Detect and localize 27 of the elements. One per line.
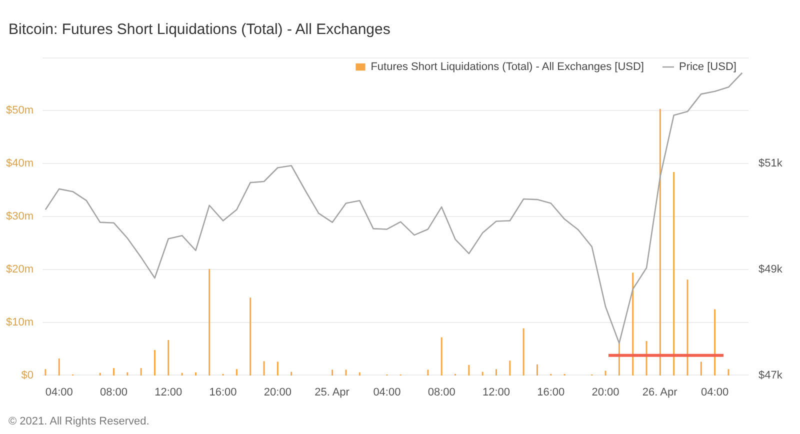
y2-tick-label: $51k xyxy=(758,158,783,170)
line-series xyxy=(44,72,743,344)
y-tick-label: $10m xyxy=(6,316,34,328)
x-tick-label: 20:00 xyxy=(264,386,292,398)
x-tick-label: 16:00 xyxy=(537,386,565,398)
x-tick-label: 25. Apr xyxy=(314,386,350,398)
x-tick-label: 08:00 xyxy=(428,386,456,398)
x-tick-label: 16:00 xyxy=(209,386,237,398)
y-tick-label: $50m xyxy=(6,104,34,116)
x-tick-label: 12:00 xyxy=(482,386,510,398)
y2-tick-label: $49k xyxy=(758,264,783,276)
y-tick-label: $20m xyxy=(6,264,34,276)
legend-label: Futures Short Liquidations (Total) - All Exchanges [USD] xyxy=(370,60,644,73)
x-tick-label: 20:00 xyxy=(592,386,620,398)
x-tick-label: 26. Apr xyxy=(642,386,678,398)
y-tick-label: $0 xyxy=(21,370,34,382)
y2-tick-label: $47k xyxy=(758,370,783,382)
y-tick-label: $40m xyxy=(6,158,34,170)
text: © 2021. All Rights Reserved. xyxy=(8,416,150,428)
x-tick-label: 08:00 xyxy=(100,386,128,398)
legend-label: Price [USD] xyxy=(678,60,736,73)
x-tick-label: 04:00 xyxy=(45,386,73,398)
y-tick-label: $30m xyxy=(6,210,34,222)
x-tick-label: 04:00 xyxy=(373,386,401,398)
x-tick-label: 04:00 xyxy=(701,386,729,398)
x-tick-label: 12:00 xyxy=(154,386,182,398)
chart-title: Bitcoin: Futures Short Liquidations (Total) - All Exchanges xyxy=(8,21,390,38)
